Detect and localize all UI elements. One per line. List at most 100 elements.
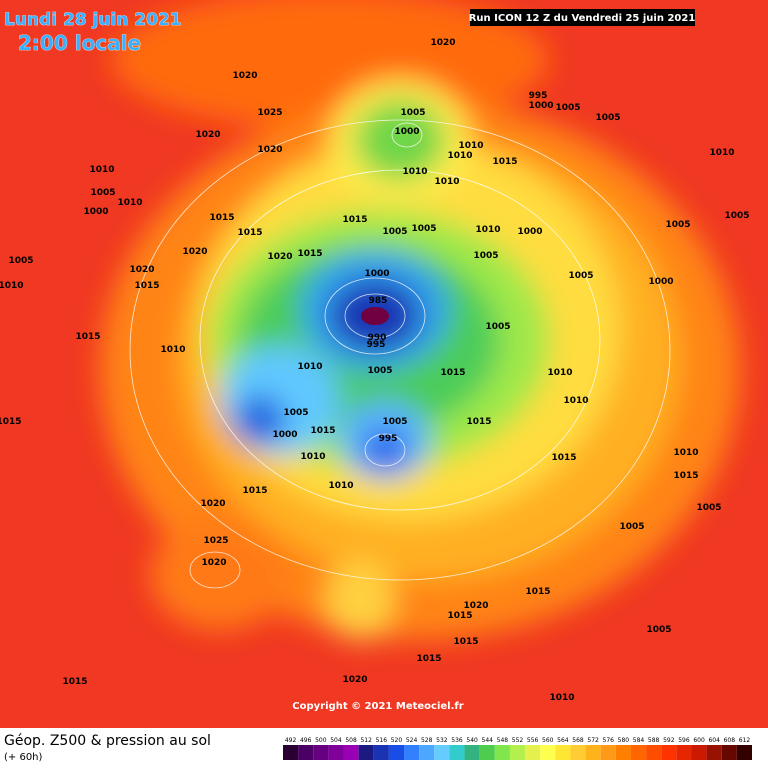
pressure-label: 1010 [328,481,353,491]
field [0,0,768,728]
scale-label: 604 [708,737,720,744]
scale-label: 512 [360,737,372,744]
scale-label: 536 [451,737,463,744]
pressure-label: 990 [368,333,387,343]
pressure-label: 1010 [709,148,734,158]
scale-cell [464,745,480,760]
pressure-label: 1005 [595,113,620,123]
pressure-label: 1005 [665,220,690,230]
scale-cell [373,745,389,760]
pressure-label: 1015 [209,213,234,223]
pressure-label: 1005 [367,366,392,376]
pressure-label: 1005 [382,417,407,427]
scale-label: 496 [300,737,312,744]
pressure-label: 1015 [453,637,478,647]
scale-label: 552 [512,737,524,744]
scale-cell [676,745,692,760]
pressure-label: 1005 [473,251,498,261]
pressure-label: 1010 [300,452,325,462]
scale-label: 584 [633,737,645,744]
scale-label: 500 [315,737,327,744]
pressure-label: 985 [369,296,388,306]
scale-cell [721,745,737,760]
scale-label: 580 [618,737,630,744]
pressure-label: 1020 [257,145,282,155]
pressure-label: 1020 [463,601,488,611]
pressure-label: 1020 [430,38,455,48]
scale-label: 576 [603,737,615,744]
pressure-label: 1015 [237,228,262,238]
scale-cell [328,745,344,760]
scale-cell [343,745,359,760]
scale-label: 592 [663,737,675,744]
legend-title: Géop. Z500 & pression au sol [4,733,211,749]
run-info: Run ICON 12 Z du Vendredi 25 juin 2021 [469,13,696,24]
scale-cell [479,745,495,760]
scale-cell [494,745,510,760]
pressure-label: 1005 [619,522,644,532]
scale-label: 608 [724,737,736,744]
pressure-label: 1010 [434,177,459,187]
scale-label: 520 [391,737,403,744]
pressure-label: 1025 [203,536,228,546]
scale-cell [434,745,450,760]
pressure-label: 1020 [342,675,367,685]
scale-cell [570,745,586,760]
pressure-label: 1010 [673,448,698,458]
scale-cell [585,745,601,760]
pressure-label: 1015 [134,281,159,291]
scale-cell [630,745,647,760]
pressure-label: 1000 [517,227,542,237]
scale-cell [661,745,677,760]
scale-cell [298,745,314,760]
pressure-label: 1010 [297,362,322,372]
scale-cell [509,745,526,760]
pressure-label: 1010 [117,198,142,208]
pressure-label: 995 [379,434,398,444]
scale-label: 492 [285,737,297,744]
pressure-label: 1005 [724,211,749,221]
pressure-label: 995 [367,340,386,350]
time: 2:00 locale [18,31,141,55]
scale-cell [691,745,707,760]
scale-label: 540 [466,737,478,744]
pressure-label: 1005 [646,625,671,635]
pressure-label: 1005 [400,108,425,118]
pressure-label: 1020 [267,252,292,262]
scale-cell [600,745,616,760]
pressure-label: 1010 [475,225,500,235]
pressure-label: 1005 [696,503,721,513]
pressure-label: 1010 [549,693,574,703]
pressure-label: 1000 [272,430,297,440]
pressure-label: 1015 [0,417,22,427]
pressure-label: 1015 [525,587,550,597]
scale-label: 516 [376,737,388,744]
scale-cell [540,745,556,760]
pressure-label: 1020 [129,265,154,275]
pressure-label: 1015 [62,677,87,687]
scale-label: 596 [678,737,690,744]
pressure-label: 1010 [0,281,24,291]
scale-label: 572 [587,737,599,744]
color-scale: 492 496 500 504 508 512 516 520 524 528 532 536 540 5… [283,737,752,760]
pressure-label: 1015 [297,249,322,259]
pressure-label: 1020 [200,499,225,509]
pressure-label: 1005 [8,256,33,266]
scale-label: 588 [648,737,660,744]
pressure-label: 1005 [90,188,115,198]
pressure-label: 1005 [283,408,308,418]
pressure-label: 1015 [342,215,367,225]
scale-label: 600 [693,737,705,744]
copyright: Copyright © 2021 Meteociel.fr [292,701,463,712]
pressure-label: 1015 [466,417,491,427]
scale-cell [283,745,299,760]
scale-cell [615,745,631,760]
pressure-label: 1005 [555,103,580,113]
scale-cell [358,745,374,760]
pressure-label: 1000 [394,127,419,137]
scale-cell [646,745,662,760]
pressure-label: 1015 [242,486,267,496]
pressure-label: 1015 [673,471,698,481]
